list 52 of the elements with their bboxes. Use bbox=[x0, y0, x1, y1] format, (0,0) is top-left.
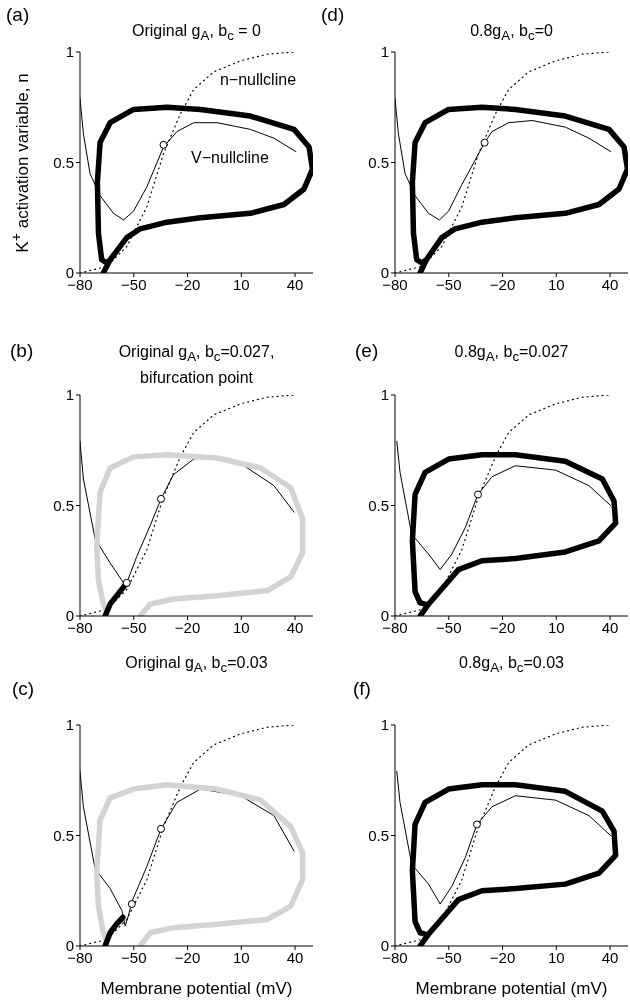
y-tick-label: 1 bbox=[380, 43, 389, 61]
chart-title: Original g$_{A}$, b$_{c}$=0.027, bifurcation point bbox=[117, 342, 276, 389]
y-tick-label: 1 bbox=[65, 386, 74, 404]
chart-title: 0.8g$_{A}$, b$_{c}$=0.03 bbox=[458, 653, 565, 678]
x-tick-label: −20 bbox=[489, 275, 516, 293]
x-tick-label: −50 bbox=[121, 275, 147, 293]
chart-title: 0.8g$_{A}$, b$_{c}$=0 bbox=[469, 21, 554, 46]
x-tick-label: −20 bbox=[174, 948, 201, 966]
y-tick-label: 0.5 bbox=[53, 153, 74, 171]
x-tick-label: 40 bbox=[286, 948, 304, 966]
x-axis-title: Membrane potential (mV) bbox=[414, 978, 609, 1000]
x-tick-label: 10 bbox=[547, 618, 565, 636]
text: (b) bbox=[10, 340, 34, 362]
x-tick-label: −20 bbox=[489, 618, 516, 636]
x-tick-label: −20 bbox=[174, 275, 201, 293]
text: (e) bbox=[355, 340, 379, 362]
y-tick-label: 1 bbox=[380, 386, 389, 404]
text: (a) bbox=[6, 4, 30, 26]
x-tick-label: 10 bbox=[547, 275, 565, 293]
x-tick-label: −50 bbox=[436, 948, 462, 966]
y-tick-label: 1 bbox=[65, 716, 74, 734]
x-tick-label: −50 bbox=[121, 618, 147, 636]
x-tick-label: −50 bbox=[436, 275, 462, 293]
x-tick-label: −50 bbox=[436, 618, 462, 636]
x-tick-label: 10 bbox=[232, 618, 250, 636]
x-tick-label: 10 bbox=[232, 275, 250, 293]
annotation: V−nullcline bbox=[190, 148, 270, 168]
annotation: n−nullcline bbox=[218, 70, 298, 90]
text: (c) bbox=[12, 678, 35, 700]
text: (d) bbox=[321, 4, 345, 26]
text: (f) bbox=[353, 678, 371, 700]
chart-title: Original g$_{A}$, b$_{c}$=0.03 bbox=[124, 653, 269, 678]
x-axis-title: Membrane potential (mV) bbox=[99, 978, 294, 1000]
x-tick-label: 40 bbox=[286, 275, 304, 293]
y-tick-label: 0.5 bbox=[53, 496, 74, 514]
y-tick-label: 0.5 bbox=[368, 826, 389, 844]
x-tick-label: −50 bbox=[121, 948, 147, 966]
y-tick-label: 0.5 bbox=[368, 153, 389, 171]
x-tick-label: −20 bbox=[489, 948, 516, 966]
y-tick-label: 0.5 bbox=[368, 496, 389, 514]
y-tick-label: 0.5 bbox=[53, 826, 74, 844]
x-tick-label: 40 bbox=[601, 948, 619, 966]
x-tick-label: −20 bbox=[174, 618, 201, 636]
y-tick-label: 1 bbox=[65, 43, 74, 61]
y-tick-label: 1 bbox=[380, 716, 389, 734]
x-tick-label: 40 bbox=[601, 275, 619, 293]
x-tick-label: 40 bbox=[601, 618, 619, 636]
x-tick-label: 10 bbox=[547, 948, 565, 966]
x-tick-label: 10 bbox=[232, 948, 250, 966]
chart-title: Original g$_{A}$, b$_{c}$ = 0 bbox=[131, 21, 262, 46]
chart-title: 0.8g$_{A}$, b$_{c}$=0.027 bbox=[453, 342, 570, 367]
x-tick-label: 40 bbox=[286, 618, 304, 636]
